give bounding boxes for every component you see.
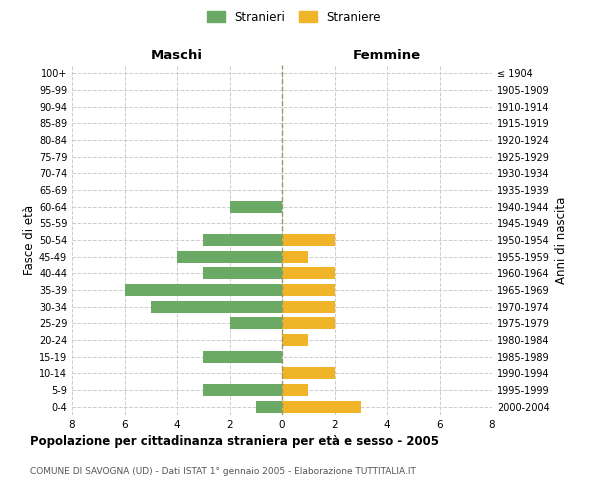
Bar (282, 368, 335, 380)
Bar (282, 318, 335, 330)
Text: Maschi: Maschi (151, 48, 203, 62)
Bar (282, 400, 361, 412)
Text: Popolazione per cittadinanza straniera per età e sesso - 2005: Popolazione per cittadinanza straniera p… (30, 435, 439, 448)
Y-axis label: Fasce di età: Fasce di età (23, 205, 36, 275)
Text: COMUNE DI SAVOGNA (UD) - Dati ISTAT 1° gennaio 2005 - Elaborazione TUTTITALIA.IT: COMUNE DI SAVOGNA (UD) - Dati ISTAT 1° g… (30, 468, 416, 476)
Text: Femmine: Femmine (353, 48, 421, 62)
Bar (282, 384, 308, 396)
Bar (256, 400, 282, 412)
Bar (125, 284, 282, 296)
Bar (282, 300, 335, 312)
Bar (177, 250, 282, 262)
Bar (203, 350, 282, 362)
Y-axis label: Anni di nascita: Anni di nascita (555, 196, 568, 284)
Bar (203, 384, 282, 396)
Legend: Stranieri, Straniere: Stranieri, Straniere (202, 6, 386, 28)
Bar (203, 234, 282, 246)
Bar (282, 268, 335, 280)
Bar (229, 318, 282, 330)
Bar (203, 268, 282, 280)
Bar (282, 334, 308, 346)
Bar (282, 234, 335, 246)
Bar (229, 200, 282, 212)
Bar (282, 284, 335, 296)
Bar (151, 300, 282, 312)
Bar (282, 250, 308, 262)
